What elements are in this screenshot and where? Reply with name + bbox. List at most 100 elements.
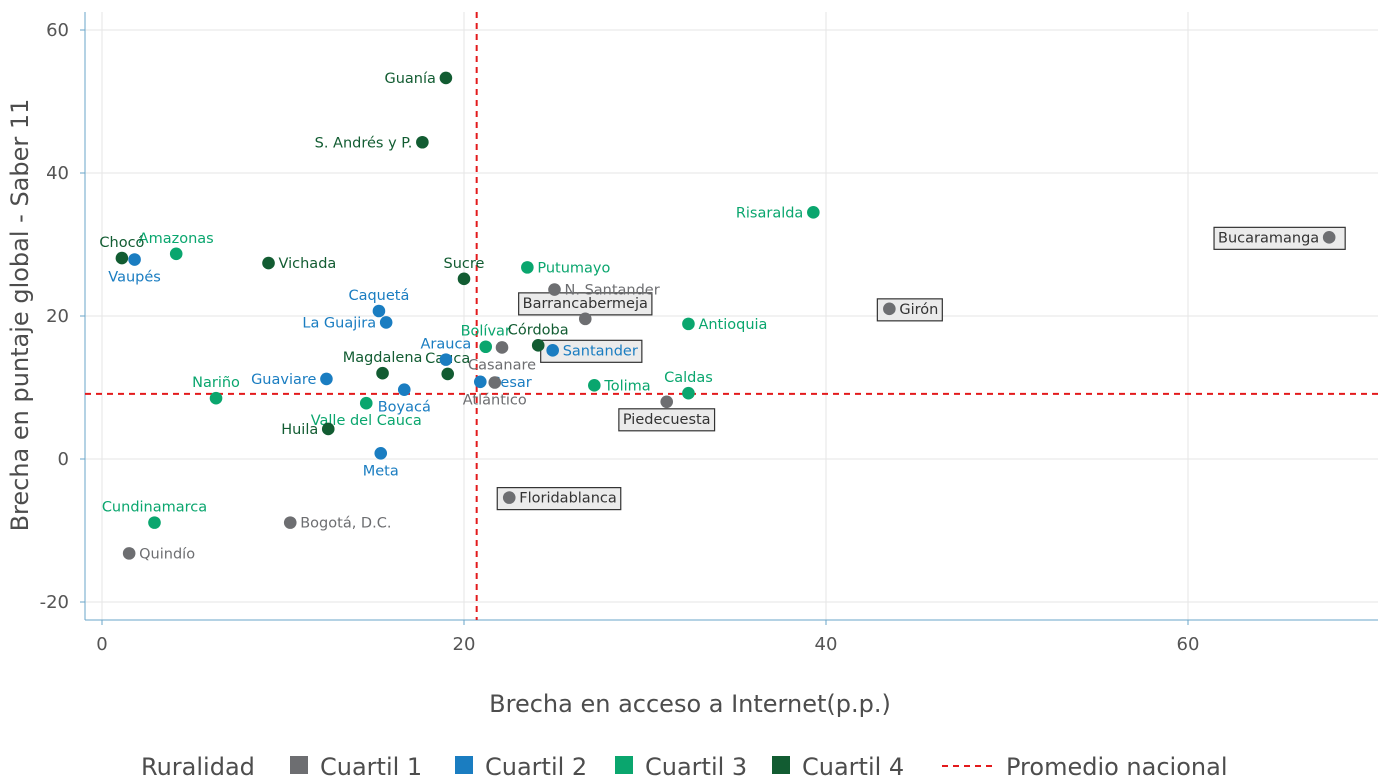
point-label-atlantico: Atlántico xyxy=(463,392,527,408)
legend-label-cuartil-3: Cuartil 3 xyxy=(645,753,747,779)
legend-swatch-cuartil-3 xyxy=(615,756,633,774)
point-n-santander xyxy=(548,283,561,296)
point-vichada xyxy=(262,256,275,270)
point-caldas xyxy=(682,386,695,400)
point-label-santander: Santander xyxy=(563,343,638,359)
points xyxy=(115,71,1336,560)
point-label-arauca: Arauca xyxy=(420,337,471,353)
point-quindio xyxy=(122,547,136,560)
legend-label-promedio-nacional: Promedio nacional xyxy=(1006,753,1227,779)
point-label-valle-del-cauca: Valle del Cauca xyxy=(311,413,422,429)
legend-label-cuartil-2: Cuartil 2 xyxy=(485,753,587,779)
point-label-bolivar: Bolívar xyxy=(461,324,511,340)
x-axis-title: Brecha en acceso a Internet(p.p.) xyxy=(489,690,891,718)
point-bogota-d-c xyxy=(283,516,297,529)
point-label-guania: Guanía xyxy=(384,71,435,87)
y-tick-label: 20 xyxy=(46,306,69,327)
point-putumayo xyxy=(521,261,534,274)
point-cordoba xyxy=(531,339,545,352)
point-label-risaralda: Risaralda xyxy=(736,205,804,221)
point-bucaramanga xyxy=(1322,231,1336,244)
point-cauca xyxy=(441,367,455,381)
point-sucre xyxy=(457,272,471,286)
point-label-amazonas: Amazonas xyxy=(139,231,214,247)
legend-swatch-cuartil-1 xyxy=(290,756,308,774)
x-tick-label: 60 xyxy=(1177,634,1200,655)
point-santander xyxy=(546,344,559,357)
legend-swatch-cuartil-2 xyxy=(455,756,473,774)
label-box-floridablanca xyxy=(496,487,622,511)
point-arauca xyxy=(439,353,453,366)
point-label-s-andres-y-p: S. Andrés y P. xyxy=(315,135,413,151)
point-label-meta: Meta xyxy=(363,463,399,479)
point-magdalena xyxy=(376,366,389,380)
point-label-caqueta: Caquetá xyxy=(348,288,409,304)
grid xyxy=(85,12,1378,620)
point-bolivar xyxy=(479,340,493,354)
y-tick-label: 0 xyxy=(58,449,69,470)
point-la-guajira xyxy=(379,316,393,329)
point-cesar xyxy=(473,375,487,389)
point-label-antioquia: Antioquia xyxy=(698,317,767,333)
x-tick-label: 40 xyxy=(815,634,838,655)
point-label-la-guajira: La Guajira xyxy=(302,315,376,331)
point-guania xyxy=(439,71,453,85)
point-label-giron: Girón xyxy=(899,302,938,318)
point-giron xyxy=(883,302,896,316)
point-tolima xyxy=(588,379,601,392)
point-label-putumayo: Putumayo xyxy=(537,260,610,276)
point-barrancabermeja xyxy=(578,312,592,326)
point-label-vichada: Vichada xyxy=(279,256,337,272)
point-caqueta xyxy=(372,304,386,318)
y-axis-title: Brecha en puntaje global - Saber 11 xyxy=(6,99,34,532)
point-label-n-santander: N. Santander xyxy=(565,283,660,299)
point-label-bogota-d-c: Bogotá, D.C. xyxy=(300,516,391,532)
point-floridablanca xyxy=(502,491,516,504)
point-label-quindio: Quindío xyxy=(139,546,195,562)
point-casanare xyxy=(495,341,509,354)
point-label-sucre: Sucre xyxy=(444,256,485,272)
point-vaupes xyxy=(128,253,141,266)
point-cundinamarca xyxy=(148,516,161,529)
y-tick-label: 60 xyxy=(46,20,69,41)
point-label-casanare: Casanare xyxy=(468,357,536,373)
point-narino xyxy=(209,391,223,405)
label-box-bucaramanga xyxy=(1213,226,1346,250)
point-label-piedecuesta: Piedecuesta xyxy=(623,412,711,428)
legend-label-cuartil-4: Cuartil 4 xyxy=(802,753,904,779)
legend-title: Ruralidad xyxy=(141,753,255,779)
point-piedecuesta xyxy=(660,395,674,409)
point-label-guaviare: Guaviare xyxy=(251,372,316,388)
point-label-huila: Huila xyxy=(281,422,318,438)
point-label-boyaca: Boyacá xyxy=(378,400,431,416)
point-huila xyxy=(321,422,335,436)
reference-lines xyxy=(85,12,1378,620)
point-label-barrancabermeja: Barrancabermeja xyxy=(523,296,648,312)
point-valle-del-cauca xyxy=(359,396,373,410)
point-label-vaupes: Vaupés xyxy=(108,270,161,286)
point-amazonas xyxy=(169,247,183,261)
x-tick-label: 20 xyxy=(453,634,476,655)
legend-label-cuartil-1: Cuartil 1 xyxy=(320,753,422,779)
point-label-choco: Chocó xyxy=(99,235,144,251)
point-label-narino: Nariño xyxy=(192,375,240,391)
x-tick-label: 0 xyxy=(96,634,107,655)
point-label-magdalena: Magdalena xyxy=(343,350,423,366)
point-label-cordoba: Córdoba xyxy=(508,322,569,338)
point-boyaca xyxy=(397,383,411,396)
point-label-floridablanca: Floridablanca xyxy=(519,491,617,507)
legend-swatch-cuartil-4 xyxy=(772,756,790,774)
point-choco xyxy=(115,251,129,265)
point-guaviare xyxy=(320,372,333,386)
point-label-caldas: Caldas xyxy=(664,370,713,386)
point-label-cesar: Cesar xyxy=(490,375,531,391)
point-label-tolima: Tolima xyxy=(603,378,650,394)
point-antioquia xyxy=(682,317,695,331)
point-risaralda xyxy=(807,206,820,219)
y-tick-label: -20 xyxy=(40,592,69,613)
point-meta xyxy=(374,446,388,460)
label-box-santander xyxy=(540,339,643,363)
legend: Ruralidad Cuartil 1 Cuartil 2 Cuartil 3 Cua… xyxy=(141,753,1227,779)
